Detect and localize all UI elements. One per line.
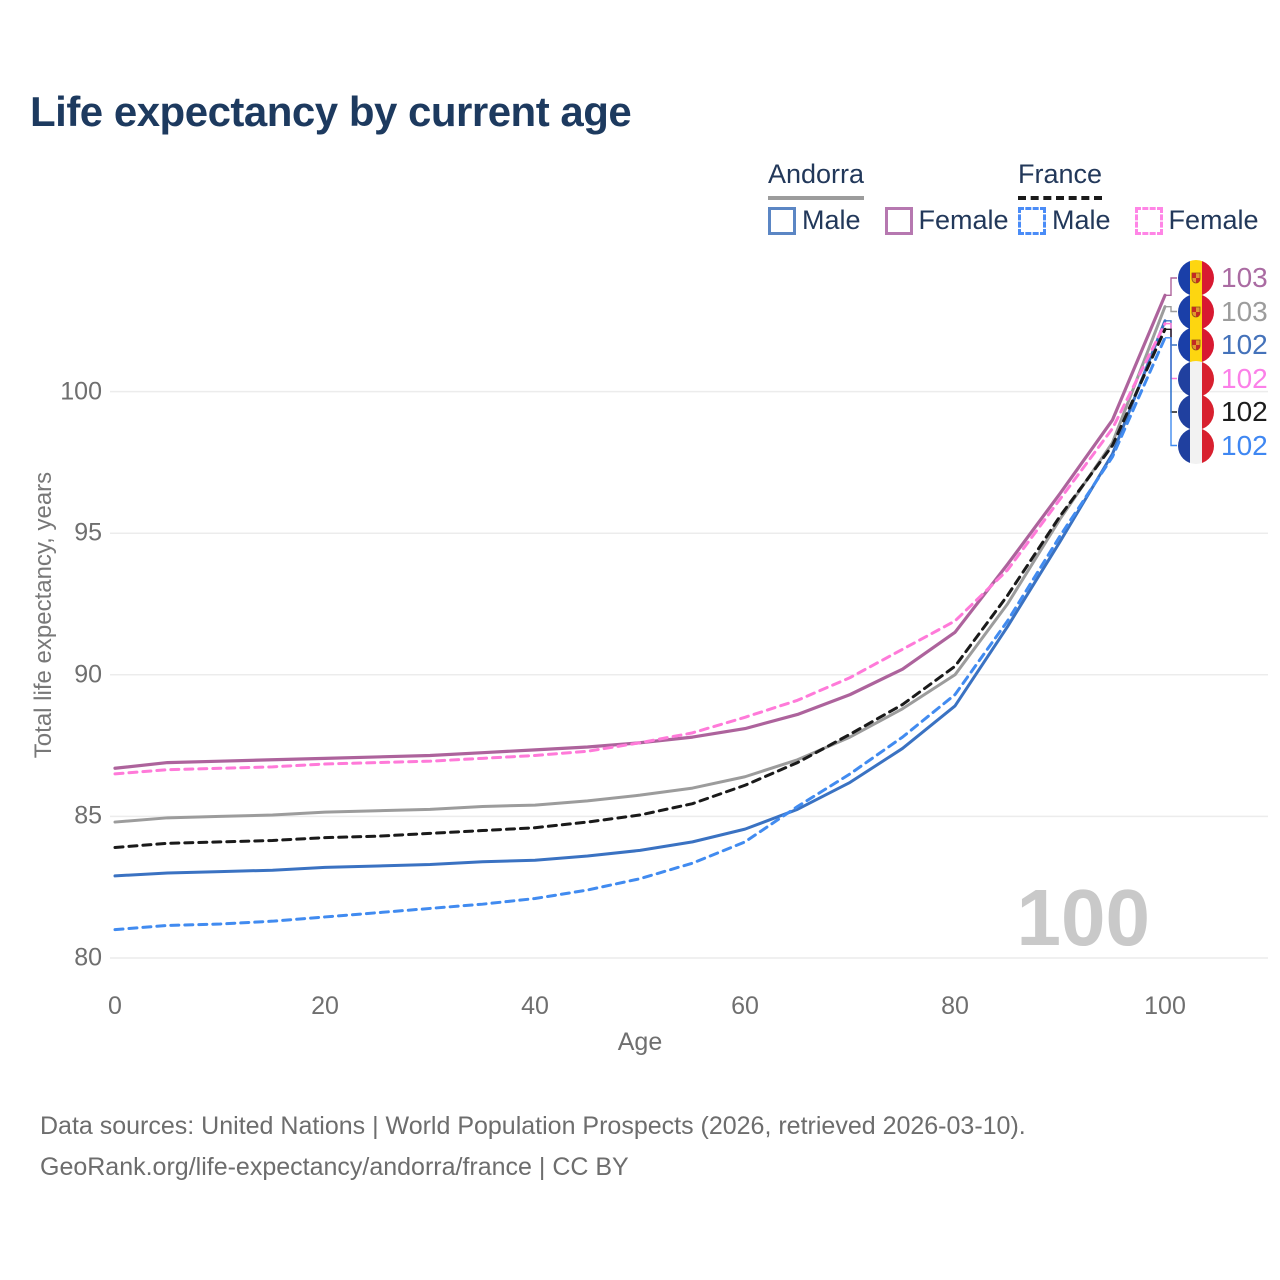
france-flag-icon bbox=[1178, 394, 1214, 430]
y-tick-label: 90 bbox=[74, 660, 102, 689]
series-line-france-female bbox=[113, 322, 1167, 776]
x-tick-label: 60 bbox=[731, 992, 759, 1020]
end-label-value: 102 bbox=[1221, 396, 1268, 427]
legend-group-andorra: Andorra Male Female bbox=[768, 159, 1009, 236]
end-label-value: 102 bbox=[1221, 429, 1268, 461]
footer: Data sources: United Nations | World Pop… bbox=[40, 1106, 1026, 1188]
x-tick-label: 20 bbox=[311, 992, 339, 1020]
series-line-andorra-both bbox=[113, 305, 1167, 824]
y-tick-label: 85 bbox=[74, 801, 102, 830]
leader-line bbox=[1165, 277, 1177, 297]
end-label-value: 102 bbox=[1221, 362, 1268, 394]
legend-items: Male Female bbox=[768, 205, 1009, 236]
france-flag-icon bbox=[1178, 427, 1214, 464]
andorra-flag-icon bbox=[1178, 293, 1214, 330]
y-tick-label: 95 bbox=[74, 518, 102, 547]
leader-line bbox=[1165, 337, 1177, 447]
andorra-flag-icon bbox=[1178, 260, 1214, 296]
legend-swatch-solid bbox=[884, 206, 913, 235]
legend-items: Male Female bbox=[1018, 205, 1259, 236]
legend-label: Female bbox=[918, 205, 1009, 236]
france-flag-icon bbox=[1178, 360, 1214, 397]
end-label-row-andorra-female: 103 bbox=[1178, 260, 1268, 296]
x-axis-title: Age bbox=[617, 1028, 663, 1056]
legend-swatch-dashed bbox=[1134, 206, 1163, 235]
legend-label: Female bbox=[1168, 205, 1259, 236]
end-label-row-france-male: 102 bbox=[1178, 427, 1268, 464]
page-title: Life expectancy by current age bbox=[30, 88, 632, 135]
legend-label: Male bbox=[1052, 205, 1111, 236]
legend-item-andorra-female[interactable]: Female bbox=[884, 205, 1009, 236]
end-label-row-france-female: 102 bbox=[1178, 360, 1268, 397]
end-label-row-andorra-male: 102 bbox=[1178, 327, 1268, 363]
footer-data-sources: Data sources: United Nations | World Pop… bbox=[40, 1112, 1026, 1140]
series-line-andorra-male bbox=[113, 319, 1167, 878]
end-label-value: 103 bbox=[1221, 295, 1268, 327]
legend-country-france: France bbox=[1018, 159, 1103, 200]
y-axis-title: Total life expectancy, years bbox=[30, 471, 57, 759]
x-tick-label: 40 bbox=[521, 992, 549, 1020]
footer-attribution: GeoRank.org/life-expectancy/andorra/fran… bbox=[40, 1153, 629, 1181]
x-tick-label: 80 bbox=[941, 992, 969, 1020]
andorra-flag-icon bbox=[1178, 327, 1214, 363]
legend-item-france-female[interactable]: Female bbox=[1134, 205, 1259, 236]
end-label-value: 103 bbox=[1221, 262, 1268, 293]
series-line-france-male bbox=[113, 336, 1167, 932]
leader-line bbox=[1165, 305, 1177, 313]
age-counter-watermark: 100 bbox=[1016, 873, 1150, 962]
legend-label: Male bbox=[802, 205, 861, 236]
end-label-row-andorra-both: 103 bbox=[1178, 293, 1268, 330]
x-tick-label: 0 bbox=[108, 992, 122, 1020]
legend-item-france-male[interactable]: Male bbox=[1018, 205, 1111, 236]
legend-group-france: France Male Female bbox=[1018, 159, 1259, 236]
end-label-value: 102 bbox=[1221, 329, 1268, 360]
legend-swatch-dashed bbox=[1018, 206, 1046, 235]
legend-item-andorra-male[interactable]: Male bbox=[768, 205, 861, 236]
y-tick-label: 80 bbox=[74, 943, 102, 972]
x-tick-label: 100 bbox=[1144, 992, 1186, 1020]
legend-country-andorra: Andorra bbox=[768, 159, 865, 200]
legend-swatch-solid bbox=[768, 206, 796, 235]
end-label-row-france-both: 102 bbox=[1178, 394, 1268, 430]
series-line-andorra-female bbox=[113, 293, 1167, 770]
series-line-france-both bbox=[113, 327, 1167, 850]
y-tick-label: 100 bbox=[60, 377, 102, 406]
